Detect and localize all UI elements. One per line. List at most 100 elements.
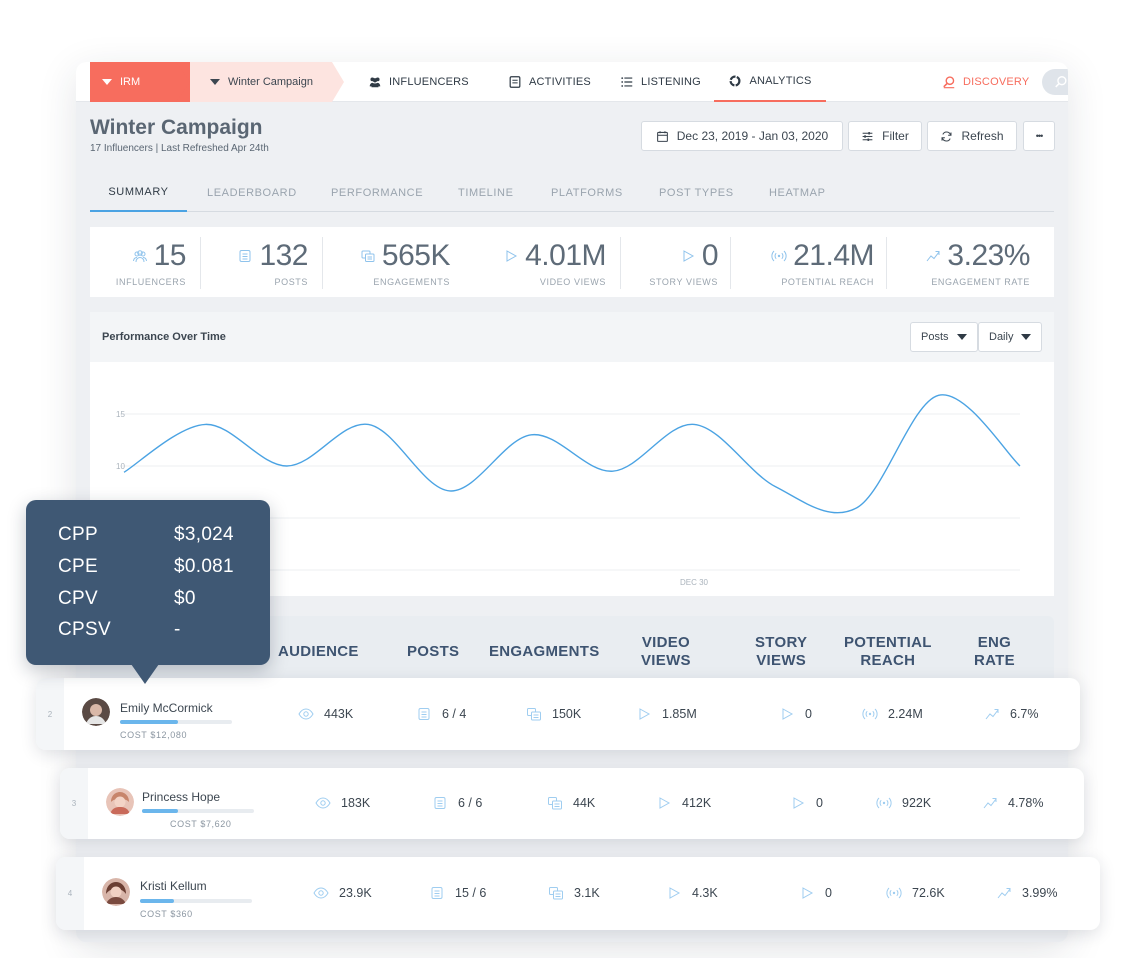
nav-activities[interactable]: ACTIVITIES [508, 62, 591, 102]
refresh-button[interactable]: Refresh [927, 121, 1017, 151]
influencer-cost: COST $360 [140, 909, 193, 919]
cell-engagements: 150K [526, 706, 581, 722]
cost-tooltip: CPP $3,024 CPE $0.081 CPV $0 CPSV - [26, 500, 270, 665]
line-chart: 15 10 DEC 30 [116, 394, 1021, 587]
tooltip-value-cpe: $0.081 [174, 556, 234, 577]
irm-menu[interactable]: IRM [90, 62, 190, 102]
calendar-icon [656, 130, 668, 142]
influencer-cost: COST $7,620 [170, 819, 232, 829]
table-row[interactable]: 3 Princess Hope COST $7,620 183K 6 / 6 4… [60, 768, 1084, 839]
broadcast-icon [886, 887, 902, 899]
refresh-icon [941, 130, 952, 142]
col-potential-reach[interactable]: POTENTIAL REACH [844, 634, 932, 669]
cell-posts: 6 / 4 [416, 706, 466, 722]
tab-heatmap[interactable]: HEATMAP [769, 187, 826, 199]
row-index: 4 [56, 857, 84, 930]
cell-video-views-value: 412K [682, 796, 712, 810]
stat-influencers-label: INFLUENCERS [115, 277, 186, 287]
stat-divider [730, 237, 731, 289]
broadcast-icon [862, 708, 878, 720]
stat-engagement-rate-value: 3.23% [947, 239, 1030, 272]
table-row[interactable]: 2 Emily McCormick COST $12,080 443K 6 / … [36, 678, 1080, 750]
nav-influencers[interactable]: INFLUENCERS [368, 62, 469, 102]
nav-discovery[interactable]: DISCOVERY [942, 62, 1029, 102]
play-icon [669, 887, 681, 899]
stat-posts-label: POSTS [274, 277, 308, 287]
more-icon: ••• [1035, 131, 1044, 141]
trend-icon [983, 798, 997, 809]
stat-posts-value-wrap: 132 [237, 239, 308, 273]
cell-story-views: 0 [799, 885, 832, 901]
nav-listening[interactable]: LISTENING [620, 62, 701, 102]
cell-audience-value: 443K [324, 707, 354, 721]
table-row[interactable]: 4 Kristi Kellum COST $360 23.9K 15 / 6 3… [56, 857, 1100, 930]
avatar [82, 698, 110, 726]
app-window: IRM Winter Campaign INFLUENCERS ACTIVITI… [76, 62, 1068, 942]
cell-eng-rate: 6.7% [984, 706, 1039, 722]
influencer-name[interactable]: Emily McCormick [120, 701, 213, 715]
tab-platforms[interactable]: PLATFORMS [551, 187, 623, 199]
influencer-name[interactable]: Kristi Kellum [140, 879, 207, 893]
tab-timeline[interactable]: TIMELINE [458, 187, 514, 199]
cost-bar-fill [142, 809, 178, 813]
date-range-button[interactable]: Dec 23, 2019 - Jan 03, 2020 [641, 121, 843, 151]
campaign-selector[interactable]: Winter Campaign [190, 62, 332, 102]
document-icon [431, 887, 443, 899]
cell-engagements-value: 150K [552, 707, 582, 721]
tab-performance[interactable]: PERFORMANCE [331, 187, 424, 199]
summary-stats: 15 INFLUENCERS 132 POSTS 565K ENGAGEMENT… [90, 227, 1054, 297]
col-engagements[interactable]: ENGAGMENTS [489, 643, 600, 660]
stat-divider [620, 237, 621, 289]
irm-breadcrumb-arrow [176, 62, 190, 102]
cell-story-views-value: 0 [825, 886, 832, 900]
cell-story-views: 0 [779, 706, 812, 722]
col-audience[interactable]: AUDIENCE [278, 643, 359, 660]
cell-posts: 15 / 6 [429, 885, 486, 901]
cell-posts-value: 6 / 6 [458, 796, 483, 810]
series-line[interactable] [123, 394, 1021, 514]
stat-engagements: 565K ENGAGEMENTS [330, 227, 451, 297]
cell-posts-value: 15 / 6 [455, 886, 487, 900]
cell-engagements: 44K [547, 795, 595, 811]
view-tabs: SUMMARY LEADERBOARD PERFORMANCE TIMELINE… [90, 174, 1054, 212]
stat-posts: 132 POSTS [210, 227, 308, 297]
avatar [102, 878, 130, 906]
tab-leaderboard[interactable]: LEADERBOARD [207, 187, 297, 199]
tab-post-types[interactable]: POST TYPES [659, 187, 734, 199]
document-icon [239, 250, 251, 262]
cell-video-views: 412K [656, 795, 711, 811]
stat-divider [200, 237, 201, 289]
cell-audience-value: 23.9K [339, 886, 372, 900]
metric-dropdown[interactable]: Posts [910, 322, 978, 352]
page-subtitle: 17 Influencers | Last Refreshed Apr 24th [90, 143, 269, 154]
cell-posts: 6 / 6 [432, 795, 482, 811]
influencer-name[interactable]: Princess Hope [142, 790, 221, 804]
people-icon [132, 250, 147, 263]
chat-icon [548, 797, 562, 810]
filter-label: Filter [882, 129, 909, 143]
interval-dropdown[interactable]: Daily [978, 322, 1043, 352]
cell-video-views-value: 1.85M [662, 707, 697, 721]
stat-video-views-value: 4.01M [525, 239, 606, 272]
cell-eng-rate-value: 4.78% [1008, 796, 1044, 810]
chat-icon [549, 887, 563, 900]
col-video-views[interactable]: VIDEO VIEWS [641, 634, 691, 669]
col-story-views[interactable]: STORY VIEWS [755, 634, 808, 669]
stat-engagements-value: 565K [381, 239, 451, 272]
people-icon [369, 77, 381, 88]
more-options-button[interactable]: ••• [1023, 121, 1055, 151]
col-eng-rate[interactable]: ENG RATE [974, 634, 1015, 669]
tab-summary[interactable]: SUMMARY [90, 174, 187, 212]
tooltip-label-cpsv: CPSV [58, 619, 111, 640]
search-button[interactable] [1042, 69, 1068, 95]
cell-story-views-value: 0 [805, 707, 812, 721]
metric-dropdown-label: Posts [921, 331, 949, 343]
caret-down-icon [102, 79, 112, 85]
cell-engagements-value: 44K [573, 796, 596, 810]
cell-audience-value: 183K [341, 796, 371, 810]
nav-analytics[interactable]: ANALYTICS [714, 62, 826, 102]
chart-title: Performance Over Time [102, 331, 226, 343]
col-posts[interactable]: POSTS [407, 643, 460, 660]
filter-button[interactable]: Filter [848, 121, 922, 151]
chat-icon [361, 250, 375, 262]
